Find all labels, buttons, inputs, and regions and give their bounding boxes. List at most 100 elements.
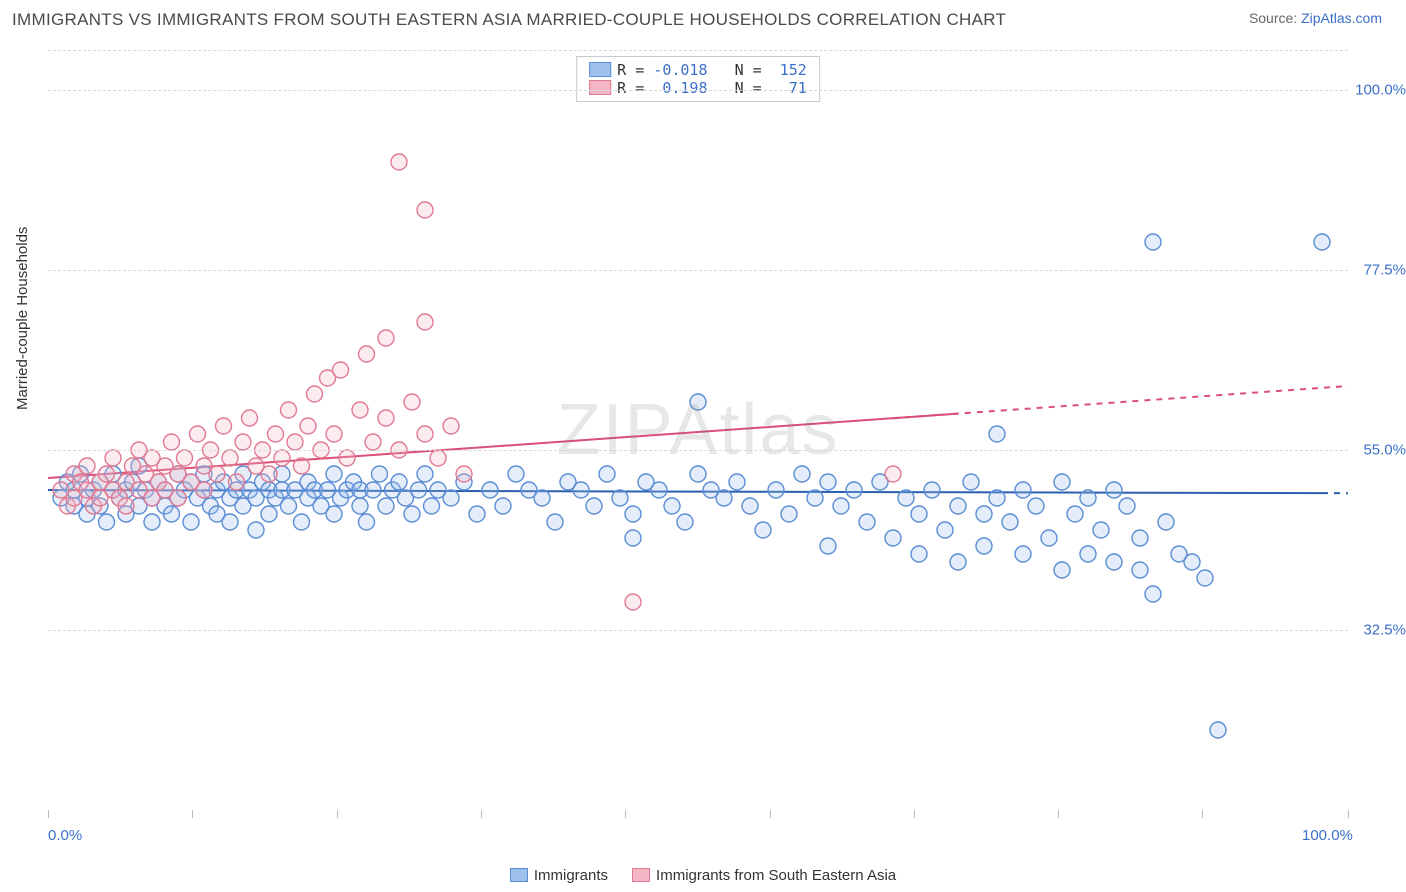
data-point	[339, 450, 355, 466]
data-point	[235, 434, 251, 450]
data-point	[1015, 482, 1031, 498]
x-tick	[1202, 810, 1203, 818]
data-point	[1093, 522, 1109, 538]
data-point	[950, 498, 966, 514]
series-legend: ImmigrantsImmigrants from South Eastern …	[0, 867, 1406, 887]
data-point	[248, 522, 264, 538]
data-point	[885, 530, 901, 546]
scatter-points-layer	[48, 50, 1348, 810]
data-point	[281, 402, 297, 418]
data-point	[411, 482, 427, 498]
data-point	[677, 514, 693, 530]
data-point	[417, 466, 433, 482]
y-axis-label: Married-couple Households	[14, 227, 31, 410]
gridline	[48, 450, 1348, 451]
data-point	[294, 458, 310, 474]
data-point	[326, 506, 342, 522]
data-point	[1119, 498, 1135, 514]
data-point	[391, 474, 407, 490]
data-point	[268, 426, 284, 442]
data-point	[404, 394, 420, 410]
data-point	[222, 450, 238, 466]
data-point	[469, 506, 485, 522]
data-point	[164, 506, 180, 522]
data-point	[105, 450, 121, 466]
data-point	[99, 466, 115, 482]
data-point	[729, 474, 745, 490]
data-point	[1080, 546, 1096, 562]
gridline	[48, 630, 1348, 631]
data-point	[372, 466, 388, 482]
legend-item: Immigrants from South Eastern Asia	[632, 867, 896, 884]
data-point	[333, 362, 349, 378]
data-point	[443, 418, 459, 434]
data-point	[216, 418, 232, 434]
data-point	[365, 482, 381, 498]
data-point	[716, 490, 732, 506]
data-point	[177, 450, 193, 466]
source-link[interactable]: ZipAtlas.com	[1301, 10, 1382, 26]
data-point	[359, 346, 375, 362]
data-point	[573, 482, 589, 498]
source-prefix: Source:	[1249, 10, 1301, 26]
data-point	[287, 434, 303, 450]
data-point	[1015, 546, 1031, 562]
data-point	[768, 482, 784, 498]
data-point	[625, 506, 641, 522]
data-point	[209, 466, 225, 482]
data-point	[352, 498, 368, 514]
data-point	[547, 514, 563, 530]
data-point	[976, 506, 992, 522]
x-tick	[914, 810, 915, 818]
data-point	[794, 466, 810, 482]
x-tick	[48, 810, 49, 818]
data-point	[378, 498, 394, 514]
data-point	[586, 498, 602, 514]
data-point	[417, 426, 433, 442]
data-point	[183, 514, 199, 530]
x-tick	[1058, 810, 1059, 818]
data-point	[508, 466, 524, 482]
data-point	[625, 594, 641, 610]
data-point	[885, 466, 901, 482]
gridline	[48, 90, 1348, 91]
data-point	[911, 506, 927, 522]
data-point	[294, 514, 310, 530]
data-point	[1132, 530, 1148, 546]
data-point	[664, 498, 680, 514]
data-point	[1067, 506, 1083, 522]
data-point	[430, 450, 446, 466]
data-point	[820, 538, 836, 554]
data-point	[274, 450, 290, 466]
data-point	[1028, 498, 1044, 514]
data-point	[300, 418, 316, 434]
data-point	[1314, 234, 1330, 250]
data-point	[443, 490, 459, 506]
gridline	[48, 50, 1348, 51]
x-axis-label-right: 100.0%	[1302, 827, 1353, 844]
data-point	[1145, 234, 1161, 250]
data-point	[326, 466, 342, 482]
data-point	[170, 490, 186, 506]
data-point	[1041, 530, 1057, 546]
data-point	[261, 506, 277, 522]
data-point	[99, 514, 115, 530]
data-point	[859, 514, 875, 530]
data-point	[417, 314, 433, 330]
data-point	[898, 490, 914, 506]
data-point	[807, 490, 823, 506]
data-point	[1054, 562, 1070, 578]
data-point	[534, 490, 550, 506]
data-point	[222, 514, 238, 530]
data-point	[1210, 722, 1226, 738]
plot-area: ZIPAtlas R = -0.018 N = 152R = 0.198 N =…	[48, 50, 1348, 810]
data-point	[164, 434, 180, 450]
x-axis-label-left: 0.0%	[48, 827, 82, 844]
data-point	[1106, 482, 1122, 498]
data-point	[1080, 490, 1096, 506]
y-tick-label: 100.0%	[1355, 82, 1406, 99]
data-point	[651, 482, 667, 498]
y-tick-label: 55.0%	[1363, 442, 1406, 459]
data-point	[755, 522, 771, 538]
data-point	[1158, 514, 1174, 530]
